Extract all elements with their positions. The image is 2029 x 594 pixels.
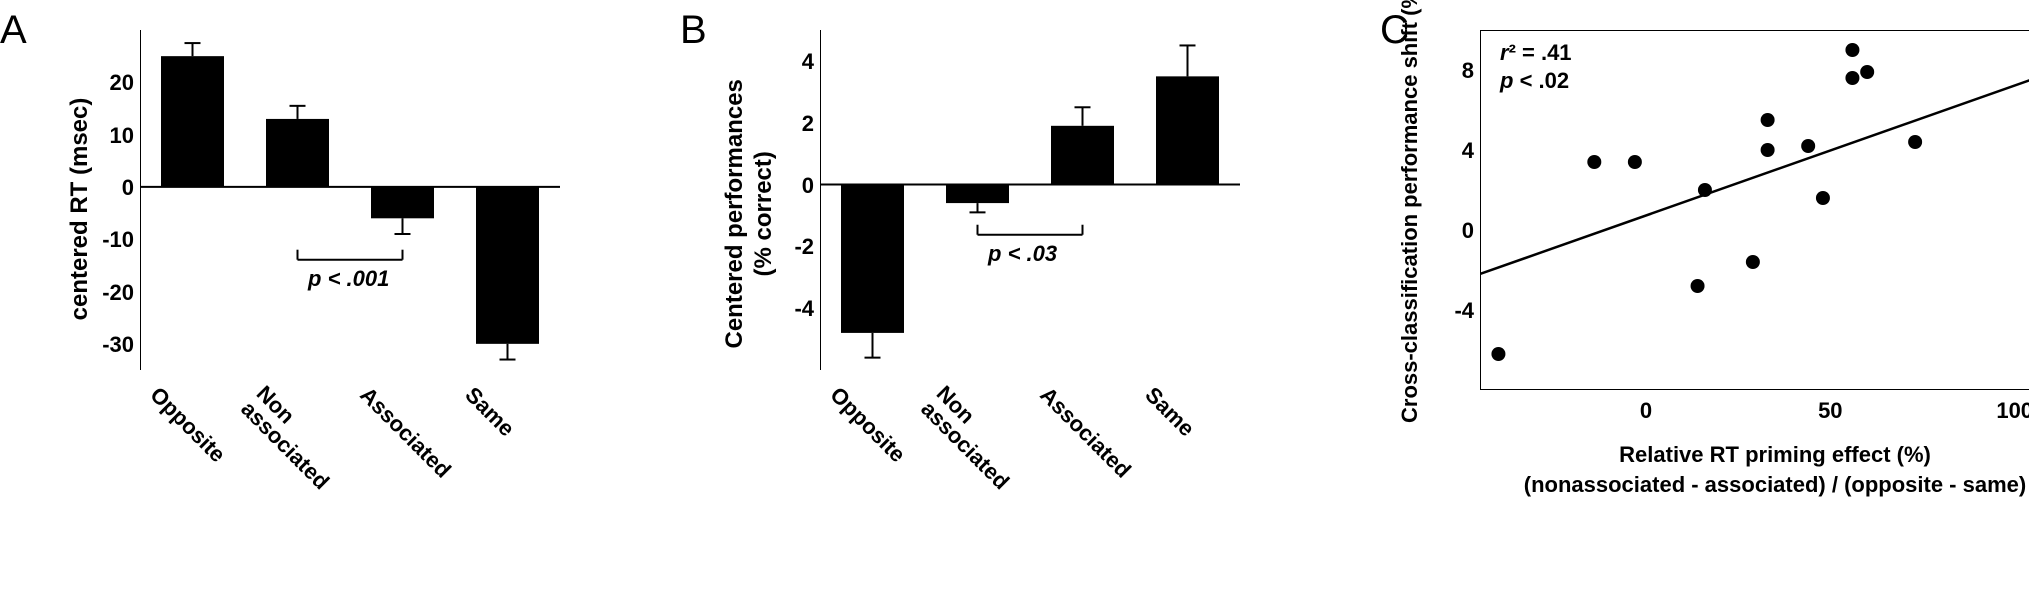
- ytick-label: 0: [1424, 218, 1474, 244]
- bar-category-label: Opposite: [824, 382, 910, 468]
- ytick-label: -10: [84, 227, 134, 253]
- panel-c-p: p < .02: [1500, 68, 1569, 94]
- panel-c: C Cross-classification performance shift…: [1370, 10, 2029, 564]
- bar-category-label: Associated: [1034, 382, 1135, 483]
- ytick-label: -20: [84, 280, 134, 306]
- panel-b-ylabel: Centered performances (% correct): [721, 54, 779, 374]
- panel-a-pvalue: p < .001: [308, 266, 389, 292]
- xtick-label: 100: [1985, 398, 2029, 424]
- panel-c-ylabel: Cross-classification performance shift (…: [1397, 3, 1423, 423]
- ytick-label: 0: [764, 173, 814, 199]
- ytick-label: 4: [1424, 138, 1474, 164]
- ytick-label: 0: [84, 175, 134, 201]
- figure-row: A centered RT (msec) -30-20-1001020 Oppo…: [10, 10, 2029, 584]
- ytick-label: 2: [764, 111, 814, 137]
- panel-a-label: A: [0, 8, 27, 53]
- xtick-label: 0: [1616, 398, 1676, 424]
- bar-category-label: Same: [1139, 382, 1199, 442]
- ytick-label: 8: [1424, 58, 1474, 84]
- panel-b-ylabel-l2: (% correct): [750, 54, 779, 374]
- panel-a-chart: [140, 30, 560, 370]
- ytick-label: 4: [764, 49, 814, 75]
- panel-b-chart: [820, 30, 1240, 370]
- panel-c-xlabel-l1: Relative RT priming effect (%): [1480, 440, 2029, 470]
- panel-c-ylabel-text: Cross-classification performance shift (…: [1397, 0, 1422, 423]
- panel-c-r2: r² = .41: [1500, 40, 1572, 66]
- ytick-label: -2: [764, 234, 814, 260]
- ytick-label: 10: [84, 123, 134, 149]
- ytick-label: -30: [84, 332, 134, 358]
- ytick-label: 20: [84, 70, 134, 96]
- ytick-label: -4: [764, 296, 814, 322]
- panel-b: B Centered performances (% correct) -4-2…: [690, 10, 1310, 564]
- panel-b-label: B: [680, 8, 707, 53]
- panel-a: A centered RT (msec) -30-20-1001020 Oppo…: [10, 10, 630, 564]
- bar-category-label: Nonassociated: [916, 382, 1028, 494]
- bar-category-label: Associated: [354, 382, 455, 483]
- ytick-label: -4: [1424, 298, 1474, 324]
- panel-b-pvalue: p < .03: [988, 241, 1057, 267]
- bar-category-label: Same: [459, 382, 519, 442]
- panel-c-xlabel: Relative RT priming effect (%) (nonassoc…: [1480, 440, 2029, 499]
- panel-b-ylabel-l1: Centered performances: [721, 54, 750, 374]
- bar-category-label: Nonassociated: [236, 382, 348, 494]
- panel-c-xlabel-l2: (nonassociated - associated) / (opposite…: [1480, 470, 2029, 500]
- xtick-label: 50: [1800, 398, 1860, 424]
- bar-category-label: Opposite: [144, 382, 230, 468]
- panel-a-ylabel: centered RT (msec): [66, 59, 94, 359]
